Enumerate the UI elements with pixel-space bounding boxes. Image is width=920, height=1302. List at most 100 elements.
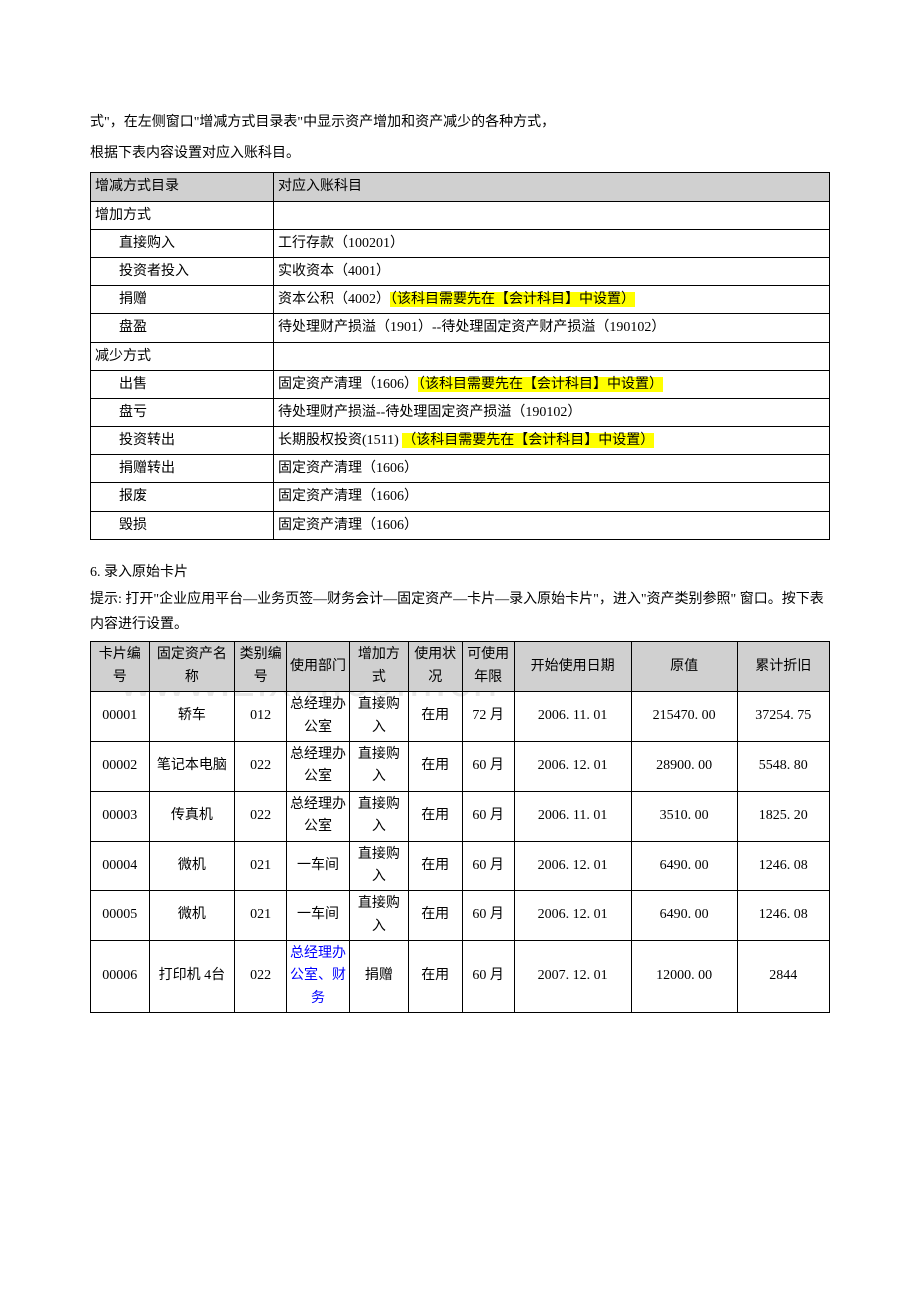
table-row: 投资转出长期股权投资(1511) （该科目需要先在【会计科目】中设置） <box>91 427 830 455</box>
t1-cell-category: 直接购入 <box>91 229 274 257</box>
t1-cell-account: 待处理财产损溢--待处理固定资产损溢（190102） <box>274 398 830 426</box>
t2-h9: 原值 <box>631 642 737 692</box>
t2-cell: 2006. 11. 01 <box>514 791 631 841</box>
t2-cell: 直接购入 <box>350 791 409 841</box>
t2-cell: 022 <box>235 791 287 841</box>
t2-cell: 60 月 <box>462 891 514 941</box>
table-row: 捐赠资本公积（4002）（该科目需要先在【会计科目】中设置） <box>91 286 830 314</box>
t2-cell: 60 月 <box>462 791 514 841</box>
table-row: 00001轿车012总经理办公室直接购入在用72 月2006. 11. 0121… <box>91 692 830 742</box>
t2-cell: 022 <box>235 741 287 791</box>
table-row: 毁损固定资产清理（1606） <box>91 511 830 539</box>
t2-cell: 60 月 <box>462 841 514 891</box>
t2-h1: 卡片编号 <box>91 642 150 692</box>
t2-cell: 总经理办公室 <box>287 741 350 791</box>
section6-tip: 提示: 打开"企业应用平台—业务页签—财务会计—固定资产—卡片—录入原始卡片"，… <box>90 587 830 637</box>
t1-cell-account: 固定资产清理（1606） <box>274 483 830 511</box>
t1-cell-category: 捐赠转出 <box>91 455 274 483</box>
t2-cell: 2006. 11. 01 <box>514 692 631 742</box>
t2-cell: 在用 <box>408 741 462 791</box>
t2-cell: 在用 <box>408 791 462 841</box>
t2-h10: 累计折旧 <box>737 642 829 692</box>
section6-title: 6. 录入原始卡片 <box>90 560 830 585</box>
t1-cell-category: 出售 <box>91 370 274 398</box>
t2-cell: 00005 <box>91 891 150 941</box>
t2-cell: 2006. 12. 01 <box>514 741 631 791</box>
t2-cell: 022 <box>235 941 287 1013</box>
t2-h6: 使用状况 <box>408 642 462 692</box>
table-row: 00002笔记本电脑022总经理办公室直接购入在用60 月2006. 12. 0… <box>91 741 830 791</box>
t2-cell: 6490. 00 <box>631 891 737 941</box>
t1-cell-account: 长期股权投资(1511) （该科目需要先在【会计科目】中设置） <box>274 427 830 455</box>
t2-cell: 打印机 4台 <box>149 941 235 1013</box>
t2-cell: 1246. 08 <box>737 891 829 941</box>
table-row: 减少方式 <box>91 342 830 370</box>
t2-cell: 2844 <box>737 941 829 1013</box>
t1-cell-category: 盘盈 <box>91 314 274 342</box>
t2-cell: 微机 <box>149 891 235 941</box>
table-row: 00003传真机022总经理办公室直接购入在用60 月2006. 11. 013… <box>91 791 830 841</box>
t1-cell-category: 减少方式 <box>91 342 274 370</box>
t1-cell-category: 盘亏 <box>91 398 274 426</box>
t2-cell: 1246. 08 <box>737 841 829 891</box>
t2-cell: 总经理办公室 <box>287 692 350 742</box>
t2-cell: 72 月 <box>462 692 514 742</box>
t2-cell: 直接购入 <box>350 741 409 791</box>
t1-cell-account: 固定资产清理（1606）（该科目需要先在【会计科目】中设置） <box>274 370 830 398</box>
t2-cell: 021 <box>235 841 287 891</box>
t2-cell: 3510. 00 <box>631 791 737 841</box>
t1-cell-category: 毁损 <box>91 511 274 539</box>
t1-cell-category: 捐赠 <box>91 286 274 314</box>
t2-cell: 总经理办公室 <box>287 791 350 841</box>
t1-cell-category: 增加方式 <box>91 201 274 229</box>
t2-h2: 固定资产名称 <box>149 642 235 692</box>
t2-cell: 一车间 <box>287 891 350 941</box>
t1-cell-account: 实收资本（4001） <box>274 257 830 285</box>
table-row: 00004微机021一车间直接购入在用60 月2006. 12. 016490.… <box>91 841 830 891</box>
table-row: 盘亏待处理财产损溢--待处理固定资产损溢（190102） <box>91 398 830 426</box>
t2-cell: 1825. 20 <box>737 791 829 841</box>
t2-cell: 5548. 80 <box>737 741 829 791</box>
t1-cell-account: 工行存款（100201） <box>274 229 830 257</box>
t2-cell: 012 <box>235 692 287 742</box>
table-row: 报废固定资产清理（1606） <box>91 483 830 511</box>
t1-cell-account: 固定资产清理（1606） <box>274 455 830 483</box>
t2-cell: 传真机 <box>149 791 235 841</box>
table-row: 00006打印机 4台022总经理办公室、财务捐赠在用60 月2007. 12.… <box>91 941 830 1013</box>
t1-cell-account: 待处理财产损溢（1901）--待处理固定资产财产损溢（190102） <box>274 314 830 342</box>
t2-cell: 00006 <box>91 941 150 1013</box>
t2-cell: 2006. 12. 01 <box>514 841 631 891</box>
t2-cell: 在用 <box>408 941 462 1013</box>
t2-cell: 轿车 <box>149 692 235 742</box>
t2-cell: 在用 <box>408 841 462 891</box>
table-row: 增加方式 <box>91 201 830 229</box>
t2-cell: 笔记本电脑 <box>149 741 235 791</box>
t1-cell-category: 投资转出 <box>91 427 274 455</box>
table-row: 直接购入工行存款（100201） <box>91 229 830 257</box>
t2-cell: 在用 <box>408 692 462 742</box>
t2-cell: 60 月 <box>462 941 514 1013</box>
t2-cell: 37254. 75 <box>737 692 829 742</box>
t1-cell-category: 报废 <box>91 483 274 511</box>
t2-cell: 直接购入 <box>350 841 409 891</box>
t2-cell: 直接购入 <box>350 692 409 742</box>
t2-cell: 00001 <box>91 692 150 742</box>
t2-header-row: 卡片编号 固定资产名称 类别编号 使用部门 增加方式 使用状况 可使用年限 开始… <box>91 642 830 692</box>
t2-cell: 2007. 12. 01 <box>514 941 631 1013</box>
t2-h7: 可使用年限 <box>462 642 514 692</box>
t2-cell: 021 <box>235 891 287 941</box>
t2-cell: 微机 <box>149 841 235 891</box>
t2-cell: 12000. 00 <box>631 941 737 1013</box>
t2-cell: 捐赠 <box>350 941 409 1013</box>
intro-line1: 式"，在左侧窗口"增减方式目录表"中显示资产增加和资产减少的各种方式， <box>90 110 830 135</box>
table-2: 卡片编号 固定资产名称 类别编号 使用部门 增加方式 使用状况 可使用年限 开始… <box>90 641 830 1013</box>
t2-cell: 215470. 00 <box>631 692 737 742</box>
t1-cell-account: 资本公积（4002）（该科目需要先在【会计科目】中设置） <box>274 286 830 314</box>
t1-header-col2: 对应入账科目 <box>274 173 830 201</box>
t1-header-col1: 增减方式目录 <box>91 173 274 201</box>
t2-cell: 一车间 <box>287 841 350 891</box>
t1-cell-category: 投资者投入 <box>91 257 274 285</box>
t2-cell: 直接购入 <box>350 891 409 941</box>
intro-line2: 根据下表内容设置对应入账科目。 <box>90 141 830 166</box>
t2-h3: 类别编号 <box>235 642 287 692</box>
